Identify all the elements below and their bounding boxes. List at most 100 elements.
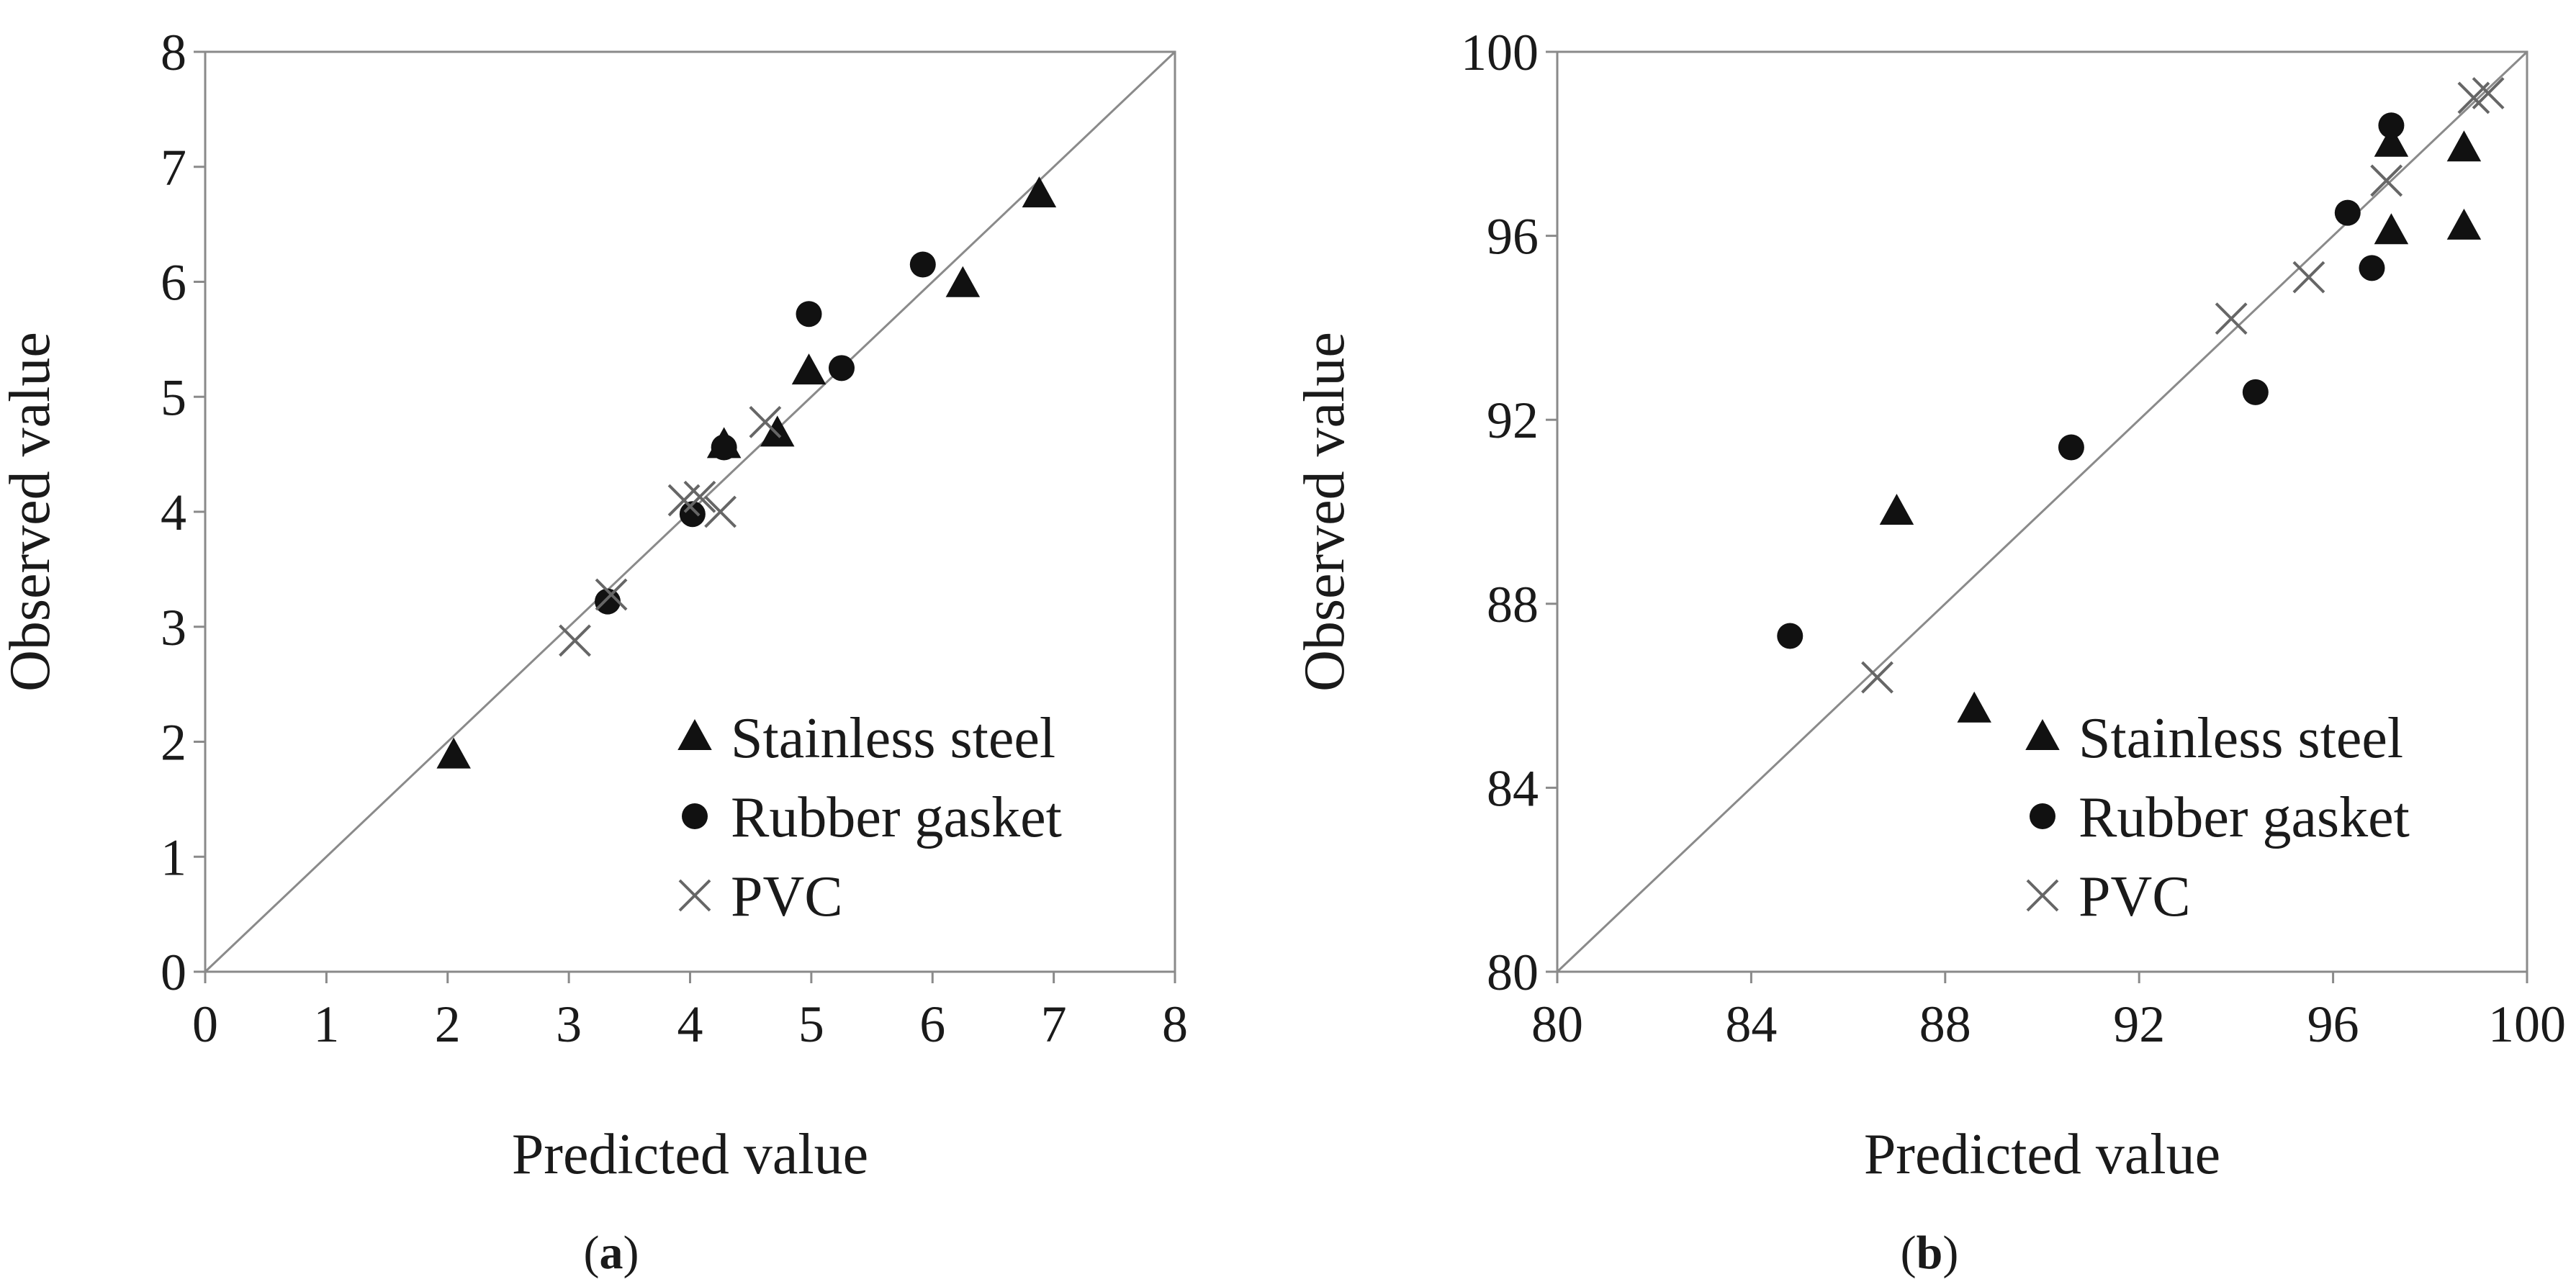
y-tick-label: 7 [161,139,186,197]
x-tick-label: 92 [2113,995,2165,1053]
pvc-point-stroke [2370,164,2403,197]
rubber-gasket-point [828,355,855,381]
series-rubber-gasket [595,251,936,615]
x-tick-label: 5 [798,995,824,1053]
pvc-point-stroke [2215,302,2248,335]
stainless-steel-point [2446,130,2482,162]
x-tick-label: 0 [192,995,218,1053]
pvc-point [683,480,716,513]
legend-label: PVC [731,865,843,929]
panel-label: (a) [584,1227,639,1279]
stainless-steel-point [1957,691,1991,723]
stainless-steel-point [436,737,471,769]
panel-label-paren: ) [1942,1227,1958,1279]
pvc-point-stroke [1861,661,1893,694]
x-axis-title: Predicted value [512,1123,868,1186]
pvc-point [704,495,737,528]
legend-label: Stainless steel [731,707,1055,770]
y-tick-label: 3 [161,599,186,656]
legend-label: Rubber gasket [731,786,1062,849]
legend-label: PVC [2079,865,2191,929]
y-tick-label: 5 [161,369,186,426]
x-tick-label: 88 [1919,995,1971,1053]
pvc-point [2215,302,2248,335]
rubber-gasket-point [796,301,822,328]
legend-item: PVC [678,865,843,929]
pvc-point [1861,661,1893,694]
legend-item: Rubber gasket [2030,786,2410,849]
pvc-point-stroke [559,624,591,657]
pvc-point [2292,261,2325,294]
y-tick-label: 88 [1487,576,1539,633]
x-tick-label: 8 [1162,995,1188,1053]
x-tick-label: 100 [2488,995,2566,1053]
panel-label-paren: ( [584,1227,600,1279]
x-tick-label: 80 [1531,995,1583,1053]
y-tick-label: 2 [161,714,186,772]
pvc-point [2370,164,2403,197]
chart-panel-b: 80 84 88 92 96 100 80 84 88 92 96 100 Predicted valu… [1293,24,2566,1279]
legend: Stainless steel Rubber gasket PVC [2025,707,2410,929]
panel-label-paren: ) [623,1227,639,1279]
rubber-gasket-point [682,803,708,829]
y-tick-label: 80 [1487,944,1539,1001]
series-pvc [559,405,782,657]
stainless-steel-point [760,415,795,447]
pvc-point-stroke [704,495,737,528]
series-pvc [1861,77,2505,694]
legend-item: Stainless steel [677,707,1055,770]
legend-item: Rubber gasket [682,786,1062,849]
pvc-point [2472,77,2505,109]
rubber-gasket-point [2334,199,2361,226]
stainless-steel-point [2446,208,2482,240]
stainless-steel-point [1879,494,1914,525]
y-tick-label: 1 [161,828,186,886]
rubber-gasket-point [2030,803,2055,829]
y-axis-title: Observed value [1293,332,1356,692]
legend: Stainless steel Rubber gasket PVC [677,707,1062,929]
stainless-steel-point [945,266,981,297]
rubber-gasket-point [679,501,706,528]
series-stainless-steel [1879,125,2482,723]
y-tick-label: 8 [161,24,186,81]
stainless-steel-point [677,719,712,750]
pvc-point-stroke [749,405,782,438]
rubber-gasket-point [2242,379,2269,405]
pvc-point [595,578,628,611]
x-tick-label: 4 [677,995,703,1053]
series-stainless-steel [436,176,1057,769]
series-rubber-gasket [1777,112,2405,649]
panel-label-letter: a [600,1227,623,1279]
x-tick-label: 2 [435,995,461,1053]
y-tick-label: 100 [1461,24,1539,81]
y-tick-label: 4 [161,484,186,541]
legend-label: Rubber gasket [2079,786,2410,849]
y-tick-label: 96 [1487,208,1539,266]
pvc-point [559,624,591,657]
y-tick-label: 6 [161,254,186,312]
pvc-point [678,879,711,912]
panel-label-paren: ( [1901,1227,1917,1279]
rubber-gasket-point [2058,434,2084,461]
pvc-point-stroke [678,879,711,912]
x-tick-label: 3 [556,995,582,1053]
pvc-point-stroke [683,480,716,513]
x-tick-label: 96 [2307,995,2359,1053]
stainless-steel-point [2374,125,2409,157]
stainless-steel-point [1022,176,1057,208]
pvc-point [749,405,782,438]
x-tick-label: 6 [919,995,945,1053]
y-tick-label: 92 [1487,392,1539,449]
legend-item: PVC [2026,865,2191,929]
stainless-steel-point [2025,719,2060,750]
reference-line-1to1 [1556,50,2528,973]
pvc-point-stroke [595,578,628,611]
x-tick-label: 1 [313,995,339,1053]
panel-label: (b) [1901,1227,1959,1279]
y-tick-label: 84 [1487,759,1539,817]
y-tick-label: 0 [161,944,186,1001]
rubber-gasket-point [595,588,621,615]
plot-frame [1556,50,2528,973]
